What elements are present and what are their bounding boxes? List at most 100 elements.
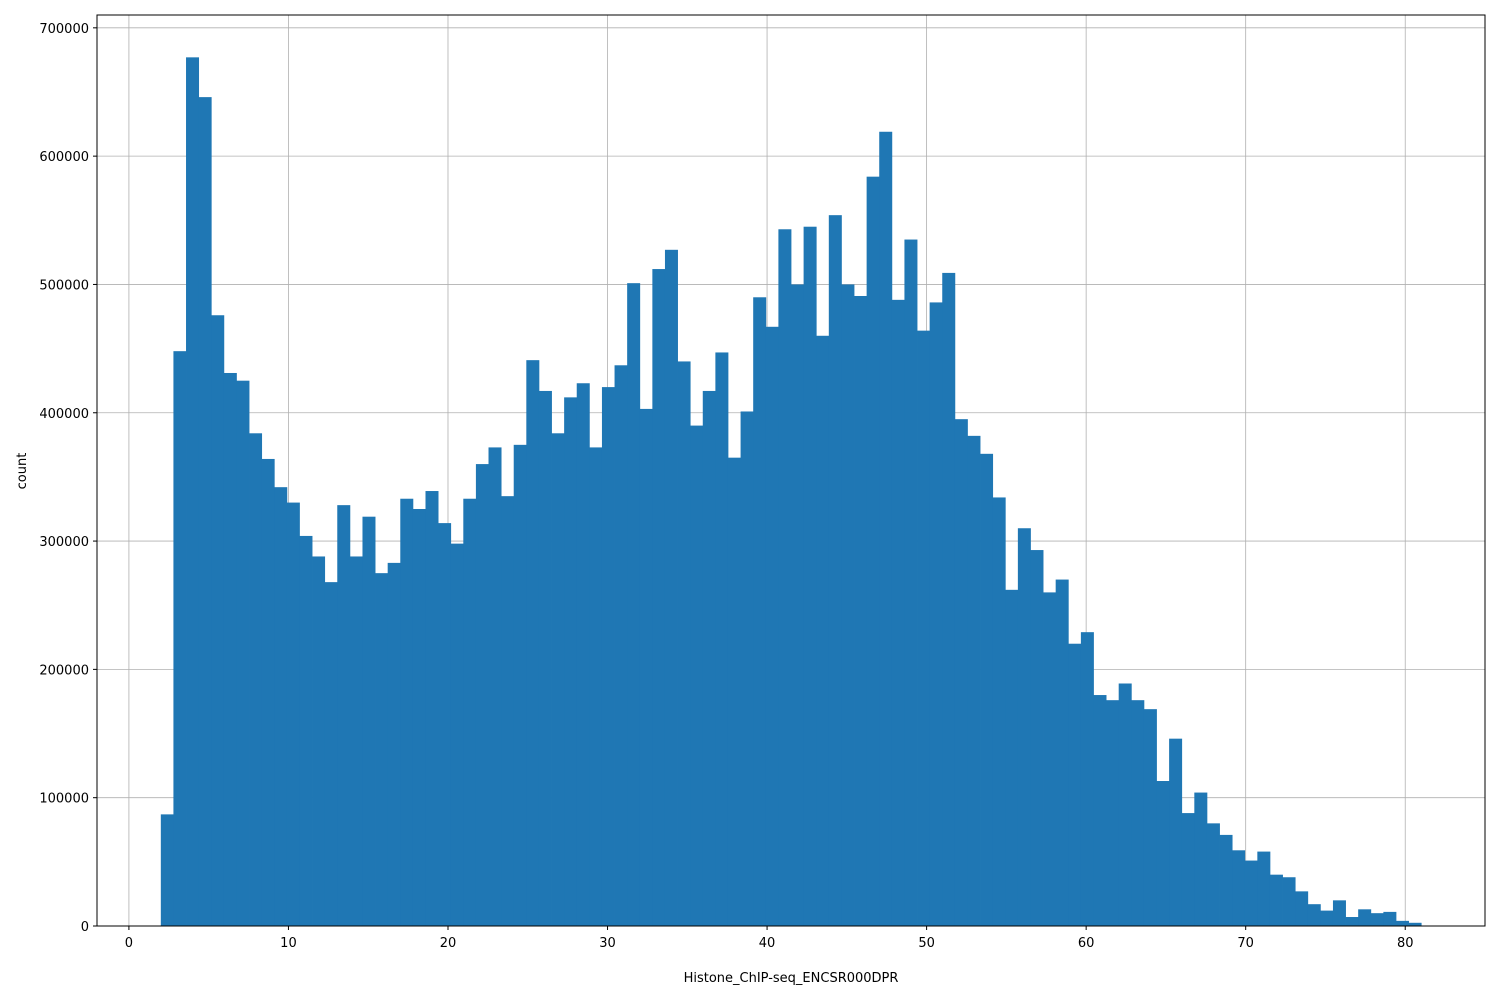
histogram-bar <box>803 226 817 926</box>
histogram-bar <box>791 284 805 927</box>
histogram-bar <box>1257 851 1271 926</box>
histogram-bar <box>601 387 615 926</box>
histogram-bar <box>186 57 200 926</box>
histogram-bar <box>614 365 628 927</box>
histogram-bar <box>967 435 981 926</box>
histogram-bar <box>1030 550 1044 926</box>
histogram-bar <box>1408 922 1422 926</box>
histogram-bar <box>160 814 174 926</box>
y-tick-label: 300000 <box>39 535 89 550</box>
histogram-bar <box>488 447 502 926</box>
histogram-bar <box>211 315 225 926</box>
histogram-bar <box>173 351 187 926</box>
histogram-bar <box>362 516 376 926</box>
y-tick-label: 200000 <box>39 663 89 678</box>
histogram-bar <box>715 352 729 926</box>
histogram-bar <box>1055 579 1069 926</box>
x-tick-label: 60 <box>1078 936 1095 951</box>
histogram-bar <box>1395 920 1409 926</box>
histogram-bar <box>589 447 603 926</box>
histogram-bar <box>249 433 263 926</box>
x-tick-label: 70 <box>1237 936 1254 951</box>
histogram-bar <box>1206 823 1220 926</box>
histogram-bar <box>1017 528 1031 926</box>
histogram-bar <box>1320 910 1334 926</box>
histogram-bar <box>274 487 288 926</box>
histogram-bar <box>954 419 968 926</box>
histogram-bar <box>1156 781 1170 926</box>
histogram-bar <box>828 215 842 926</box>
histogram-bar <box>677 361 691 926</box>
histogram-bar <box>1043 592 1057 926</box>
x-tick-label: 80 <box>1397 936 1414 951</box>
x-tick-label: 0 <box>125 936 133 951</box>
y-tick-label: 700000 <box>39 22 89 37</box>
histogram-bar <box>841 284 855 927</box>
histogram-bar <box>917 330 931 927</box>
histogram-bar <box>337 505 351 926</box>
histogram-bars <box>160 57 1422 927</box>
histogram-bar <box>349 556 363 926</box>
y-tick-label: 600000 <box>39 150 89 165</box>
histogram-bar <box>375 573 389 926</box>
histogram-bar <box>526 360 540 926</box>
histogram-bar <box>1143 709 1157 926</box>
histogram-bar <box>866 176 880 927</box>
y-axis-label: count <box>15 453 30 490</box>
histogram-bar <box>1307 904 1321 926</box>
histogram-bar <box>627 283 641 926</box>
histogram-bar <box>740 411 754 926</box>
histogram-bar <box>1093 695 1107 926</box>
histogram-bar <box>1244 860 1258 926</box>
histogram-bar <box>1295 891 1309 926</box>
histogram-bar <box>765 326 779 926</box>
histogram-bar <box>564 397 578 926</box>
histogram-bar <box>904 239 918 927</box>
histogram-bar <box>1269 874 1283 926</box>
y-tick-label: 400000 <box>39 407 89 422</box>
histogram-bar <box>1181 813 1195 926</box>
histogram-bar <box>980 453 994 926</box>
histogram-bar <box>1358 909 1372 926</box>
x-tick-label: 10 <box>280 936 297 951</box>
histogram-bar <box>1068 643 1082 926</box>
histogram-bar <box>942 272 956 926</box>
histogram-bar <box>778 229 792 926</box>
histogram-bar <box>198 97 212 927</box>
histogram-bar <box>690 425 704 926</box>
histogram-bar <box>639 408 653 926</box>
histogram-bar <box>1080 632 1094 926</box>
histogram-bar <box>1370 913 1384 926</box>
y-tick-label: 100000 <box>39 792 89 807</box>
histogram-bar <box>929 302 943 927</box>
histogram-bar <box>1383 911 1397 926</box>
x-tick-label: 50 <box>918 936 935 951</box>
histogram-bar <box>753 297 767 926</box>
histogram-bar <box>1005 589 1019 926</box>
x-axis-ticks: 0 10 20 30 40 50 60 70 80 <box>125 926 1414 951</box>
x-axis-label: Histone_ChIP-seq_ENCSR000DPR <box>684 971 899 986</box>
histogram-bar <box>551 433 565 926</box>
histogram-bar <box>854 295 868 926</box>
histogram-bar <box>299 535 313 926</box>
histogram-bar <box>992 497 1006 926</box>
histogram-bar <box>223 372 237 926</box>
histogram-bar <box>727 457 741 926</box>
histogram-bar <box>1282 877 1296 926</box>
histogram-bar <box>501 496 515 926</box>
y-tick-label: 500000 <box>39 278 89 293</box>
histogram-bar <box>576 383 590 927</box>
histogram-bar <box>664 249 678 927</box>
histogram-bar <box>538 390 552 926</box>
histogram-bar <box>1194 792 1208 926</box>
histogram-bar <box>236 380 250 926</box>
histogram-bar <box>1169 738 1183 926</box>
x-tick-label: 30 <box>599 936 616 951</box>
histogram-bar <box>286 502 300 926</box>
histogram-bar <box>816 335 830 926</box>
histogram-bar <box>261 458 275 926</box>
histogram-bar <box>475 464 489 926</box>
histogram-bar <box>513 444 527 926</box>
histogram-bar <box>312 556 326 926</box>
